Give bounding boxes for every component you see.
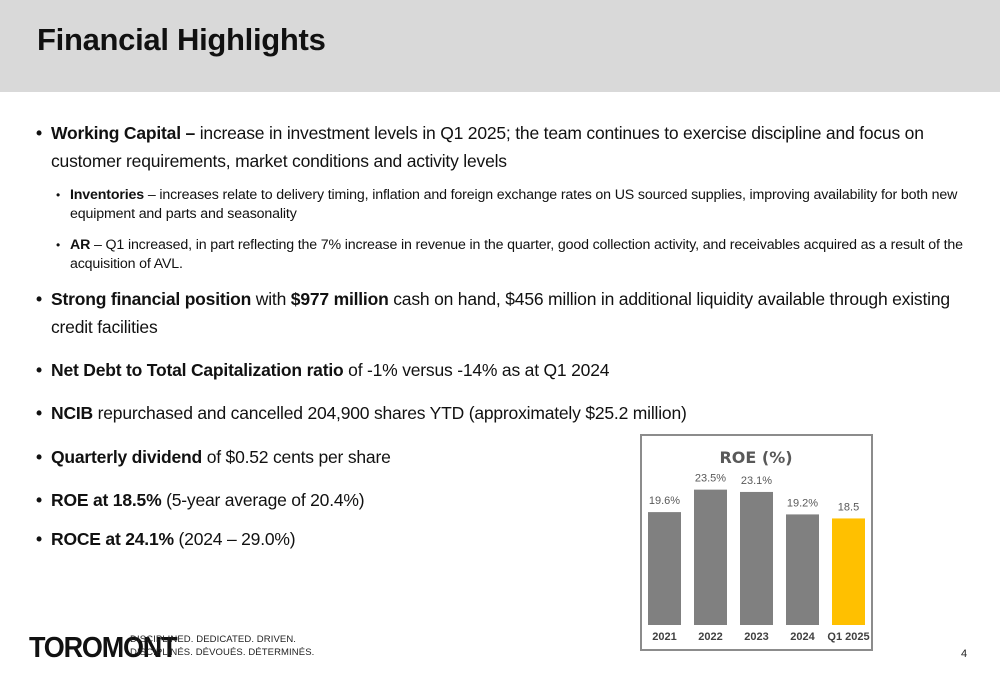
bullet-text: (2024 – 29.0%) — [173, 529, 296, 549]
footer-tagline: DISCIPLINED. DEDICATED. DRIVEN. DISCIPLI… — [130, 633, 314, 659]
bullet-bold-label: Working Capital – — [51, 123, 196, 143]
bullet-working-capital: • Working Capital – increase in investme… — [36, 119, 981, 175]
bar-2021 — [648, 512, 681, 625]
header-bar: Financial Highlights — [0, 0, 1000, 92]
sub-bullet-text: – Q1 increased, in part reflecting the 7… — [70, 237, 963, 272]
sub-bullet-text: – increases relate to delivery timing, i… — [70, 187, 958, 222]
bullet-marker: • — [36, 447, 42, 467]
page-number: 4 — [961, 648, 968, 660]
sub-bullet-marker: • — [56, 188, 61, 202]
bar-2024 — [786, 514, 819, 625]
bullet-financial-position: • Strong financial position with $977 mi… — [36, 285, 981, 341]
bullet-bold-label: NCIB — [51, 403, 93, 423]
bullet-bold-label: ROCE at 24.1% — [51, 529, 174, 549]
bullet-text: increase in investment levels in Q1 2025… — [51, 123, 924, 171]
bullet-marker: • — [36, 403, 42, 423]
bullet-marker: • — [36, 123, 42, 143]
bullet-roce: • ROCE at 24.1% (2024 – 29.0%) — [36, 525, 596, 553]
bullet-bold-label: ROE at 18.5% — [51, 490, 162, 510]
bullet-bold-label: Net Debt to Total Capitalization ratio — [51, 360, 344, 380]
bar-q1-2025 — [832, 518, 865, 625]
x-tick-label: 2023 — [744, 631, 768, 643]
x-tick-label: 2022 — [698, 631, 722, 643]
bullet-ncib: • NCIB repurchased and cancelled 204,900… — [36, 399, 981, 427]
bullet-bold-label: Quarterly dividend — [51, 447, 203, 467]
bullet-bold-value: $977 million — [290, 289, 389, 309]
bullet-text: repurchased and cancelled 204,900 shares… — [92, 403, 687, 423]
bullet-net-debt: • Net Debt to Total Capitalization ratio… — [36, 356, 981, 384]
sub-bullet-marker: • — [56, 238, 61, 252]
x-tick-label: 2024 — [790, 631, 815, 643]
data-label: 19.6% — [649, 495, 680, 507]
x-tick-label: Q1 2025 — [827, 631, 869, 643]
bar-2023 — [740, 491, 773, 625]
page-title: Financial Highlights — [37, 22, 326, 57]
bullet-text: of -1% versus -14% as at Q1 2024 — [343, 360, 610, 380]
roe-chart: ROE (%) 19.6% 2021 23.5% 2022 23.1% 2023 19.2%… — [640, 434, 873, 651]
sub-bullet-inventories: • Inventories – increases relate to deli… — [56, 186, 976, 224]
sub-bullet-bold-label: Inventories — [70, 187, 145, 203]
data-label: 23.1% — [741, 475, 772, 487]
x-tick-label: 2021 — [652, 631, 676, 643]
tagline-english: DISCIPLINED. DEDICATED. DRIVEN. — [130, 634, 297, 645]
roe-chart-svg: ROE (%) 19.6% 2021 23.5% 2022 23.1% 2023 19.2%… — [648, 448, 870, 643]
bullet-marker: • — [36, 289, 42, 309]
bullet-roe: • ROE at 18.5% (5-year average of 20.4%) — [36, 486, 596, 514]
sub-bullet-ar: • AR – Q1 increased, in part reflecting … — [56, 236, 976, 274]
bullet-marker: • — [36, 360, 42, 380]
sub-bullet-bold-label: AR — [70, 237, 91, 253]
bar-2022 — [694, 489, 727, 625]
data-label: 23.5% — [695, 473, 726, 485]
data-label: 19.2% — [787, 497, 818, 509]
bullet-text: (5-year average of 20.4%) — [161, 490, 365, 510]
chart-bars: 19.6% 2021 23.5% 2022 23.1% 2023 19.2% 2024 18.5… — [648, 473, 870, 643]
bullet-dividend: • Quarterly dividend of $0.52 cents per … — [36, 443, 596, 471]
tagline-french: DISCIPLINÉS. DÉVOUÉS. DÉTERMINÉS. — [130, 647, 315, 658]
bullet-text: with — [251, 289, 291, 309]
bullet-text: cash on hand, $456 million in additional… — [51, 289, 950, 337]
bullet-text: of $0.52 cents per share — [202, 447, 391, 467]
toromont-logo: TOROMONT — [29, 632, 178, 664]
data-label: 18.5 — [838, 501, 859, 513]
bullet-marker: • — [36, 490, 42, 510]
bullet-marker: • — [36, 529, 42, 549]
chart-title: ROE (%) — [719, 448, 792, 467]
bullet-bold-label: Strong financial position — [51, 289, 252, 309]
